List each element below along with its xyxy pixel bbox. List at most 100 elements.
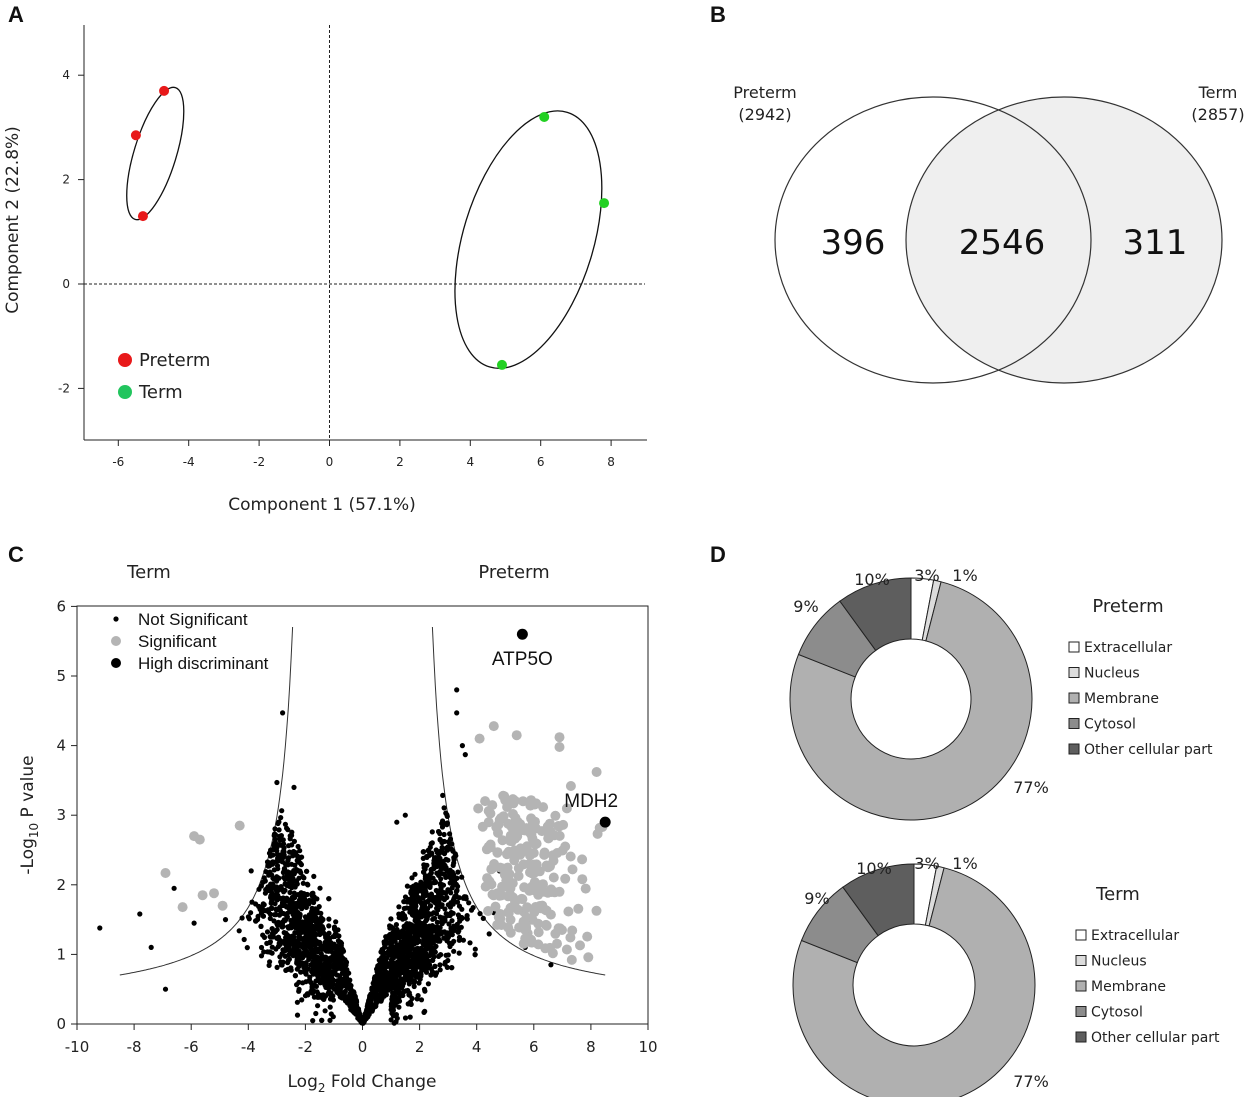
not-significant-point (386, 952, 392, 958)
not-significant-point (453, 888, 459, 895)
not-significant-point (324, 966, 330, 972)
not-significant-point (402, 1015, 409, 1021)
not-significant-point (425, 953, 431, 959)
not-significant-point (288, 967, 294, 973)
not-significant-point (281, 866, 288, 872)
not-significant-point (394, 982, 400, 988)
significant-point (510, 833, 521, 844)
not-significant-point (378, 975, 384, 981)
not-significant-point (437, 859, 444, 865)
significant-point (552, 938, 562, 949)
not-significant-point (320, 995, 326, 1001)
not-significant-point (292, 973, 298, 979)
not-significant-point (260, 913, 266, 919)
not-significant-point (292, 945, 298, 952)
significant-point (518, 859, 529, 870)
legend-label-cytosol: Cytosol (1091, 1005, 1143, 1021)
donut-slice-membrane (789, 581, 1033, 821)
venn-intersection: 2546 (959, 223, 1046, 263)
volcano-side-label-preterm: Preterm (478, 562, 549, 583)
not-significant-point (411, 983, 417, 990)
volcano-y-tick-label-0: 0 (56, 1015, 66, 1033)
not-significant-point (446, 921, 452, 927)
not-significant-point (447, 867, 453, 873)
not-significant-point (326, 896, 332, 902)
not-significant-point (429, 829, 435, 835)
not-significant-point (418, 997, 425, 1003)
not-significant-point (422, 988, 428, 994)
not-significant-point (450, 879, 456, 885)
not-significant-point (317, 941, 323, 947)
not-significant-point (288, 899, 294, 906)
not-significant-point (449, 841, 455, 847)
not-significant-point (442, 959, 448, 965)
volcano-y-axis-title-sub: 10 (27, 823, 41, 838)
legend-label-term: Term (138, 382, 183, 403)
not-significant-point (336, 958, 342, 965)
not-significant-point (319, 925, 326, 931)
donut-percent-label-nucleus: 1% (952, 566, 977, 585)
not-significant-point (396, 904, 402, 910)
not-significant-point (280, 710, 286, 716)
significant-point (538, 802, 549, 813)
significant-point (493, 819, 504, 830)
not-significant-point (426, 848, 432, 854)
not-significant-point (459, 906, 465, 912)
not-significant-point (354, 1006, 361, 1012)
not-significant-point (269, 944, 275, 950)
significant-point (177, 902, 188, 913)
pca-point-term-0 (539, 111, 550, 122)
significant-point (490, 901, 501, 912)
not-significant-point (331, 926, 338, 932)
annotation-atp5o: ATP5O (492, 649, 553, 670)
not-significant-point (385, 960, 391, 967)
not-significant-point (432, 934, 438, 940)
not-significant-point (246, 916, 252, 922)
not-significant-point (280, 947, 286, 953)
not-significant-point (267, 911, 273, 917)
not-significant-point (298, 862, 304, 868)
not-significant-point (440, 929, 446, 935)
significant-point (489, 859, 500, 869)
venn-label-term: Term (1198, 83, 1238, 102)
not-significant-point (456, 950, 462, 956)
not-significant-point (396, 1004, 402, 1010)
not-significant-point (420, 890, 426, 896)
legend-swatch-preterm (118, 353, 132, 367)
significant-point (531, 838, 542, 849)
legend-label-extracellular: Extracellular (1091, 928, 1179, 944)
not-significant-point (375, 993, 381, 999)
not-significant-point (276, 833, 282, 839)
not-significant-point (394, 960, 400, 967)
not-significant-point (415, 993, 421, 999)
not-significant-point (391, 1020, 397, 1026)
not-significant-point (171, 885, 177, 891)
not-significant-point (455, 883, 461, 890)
panel-letter-a: A (8, 2, 24, 27)
not-significant-point (362, 1016, 368, 1022)
not-significant-point (319, 979, 325, 985)
not-significant-point (266, 872, 272, 878)
panel-letter-d: D (710, 542, 726, 567)
significant-point (533, 927, 544, 938)
pca-x-tick-label-2: -2 (253, 455, 265, 469)
not-significant-point (274, 858, 280, 864)
donut-percent-label-cytosol: 9% (793, 597, 818, 616)
not-significant-point (416, 930, 422, 936)
not-significant-point (343, 973, 349, 979)
legend-label-extracellular: Extracellular (1084, 640, 1172, 656)
not-significant-point (340, 947, 346, 953)
significant-point (575, 940, 585, 951)
not-significant-point (298, 890, 304, 896)
significant-point (521, 923, 532, 934)
not-significant-point (284, 825, 290, 831)
not-significant-point (447, 836, 454, 842)
not-significant-point (339, 995, 345, 1001)
not-significant-point (302, 897, 308, 904)
not-significant-point (280, 895, 286, 901)
not-significant-point (430, 898, 437, 904)
not-significant-point (416, 915, 422, 921)
legend-label-nucleus: Nucleus (1091, 954, 1147, 970)
not-significant-point (446, 874, 452, 880)
not-significant-point (447, 831, 453, 837)
